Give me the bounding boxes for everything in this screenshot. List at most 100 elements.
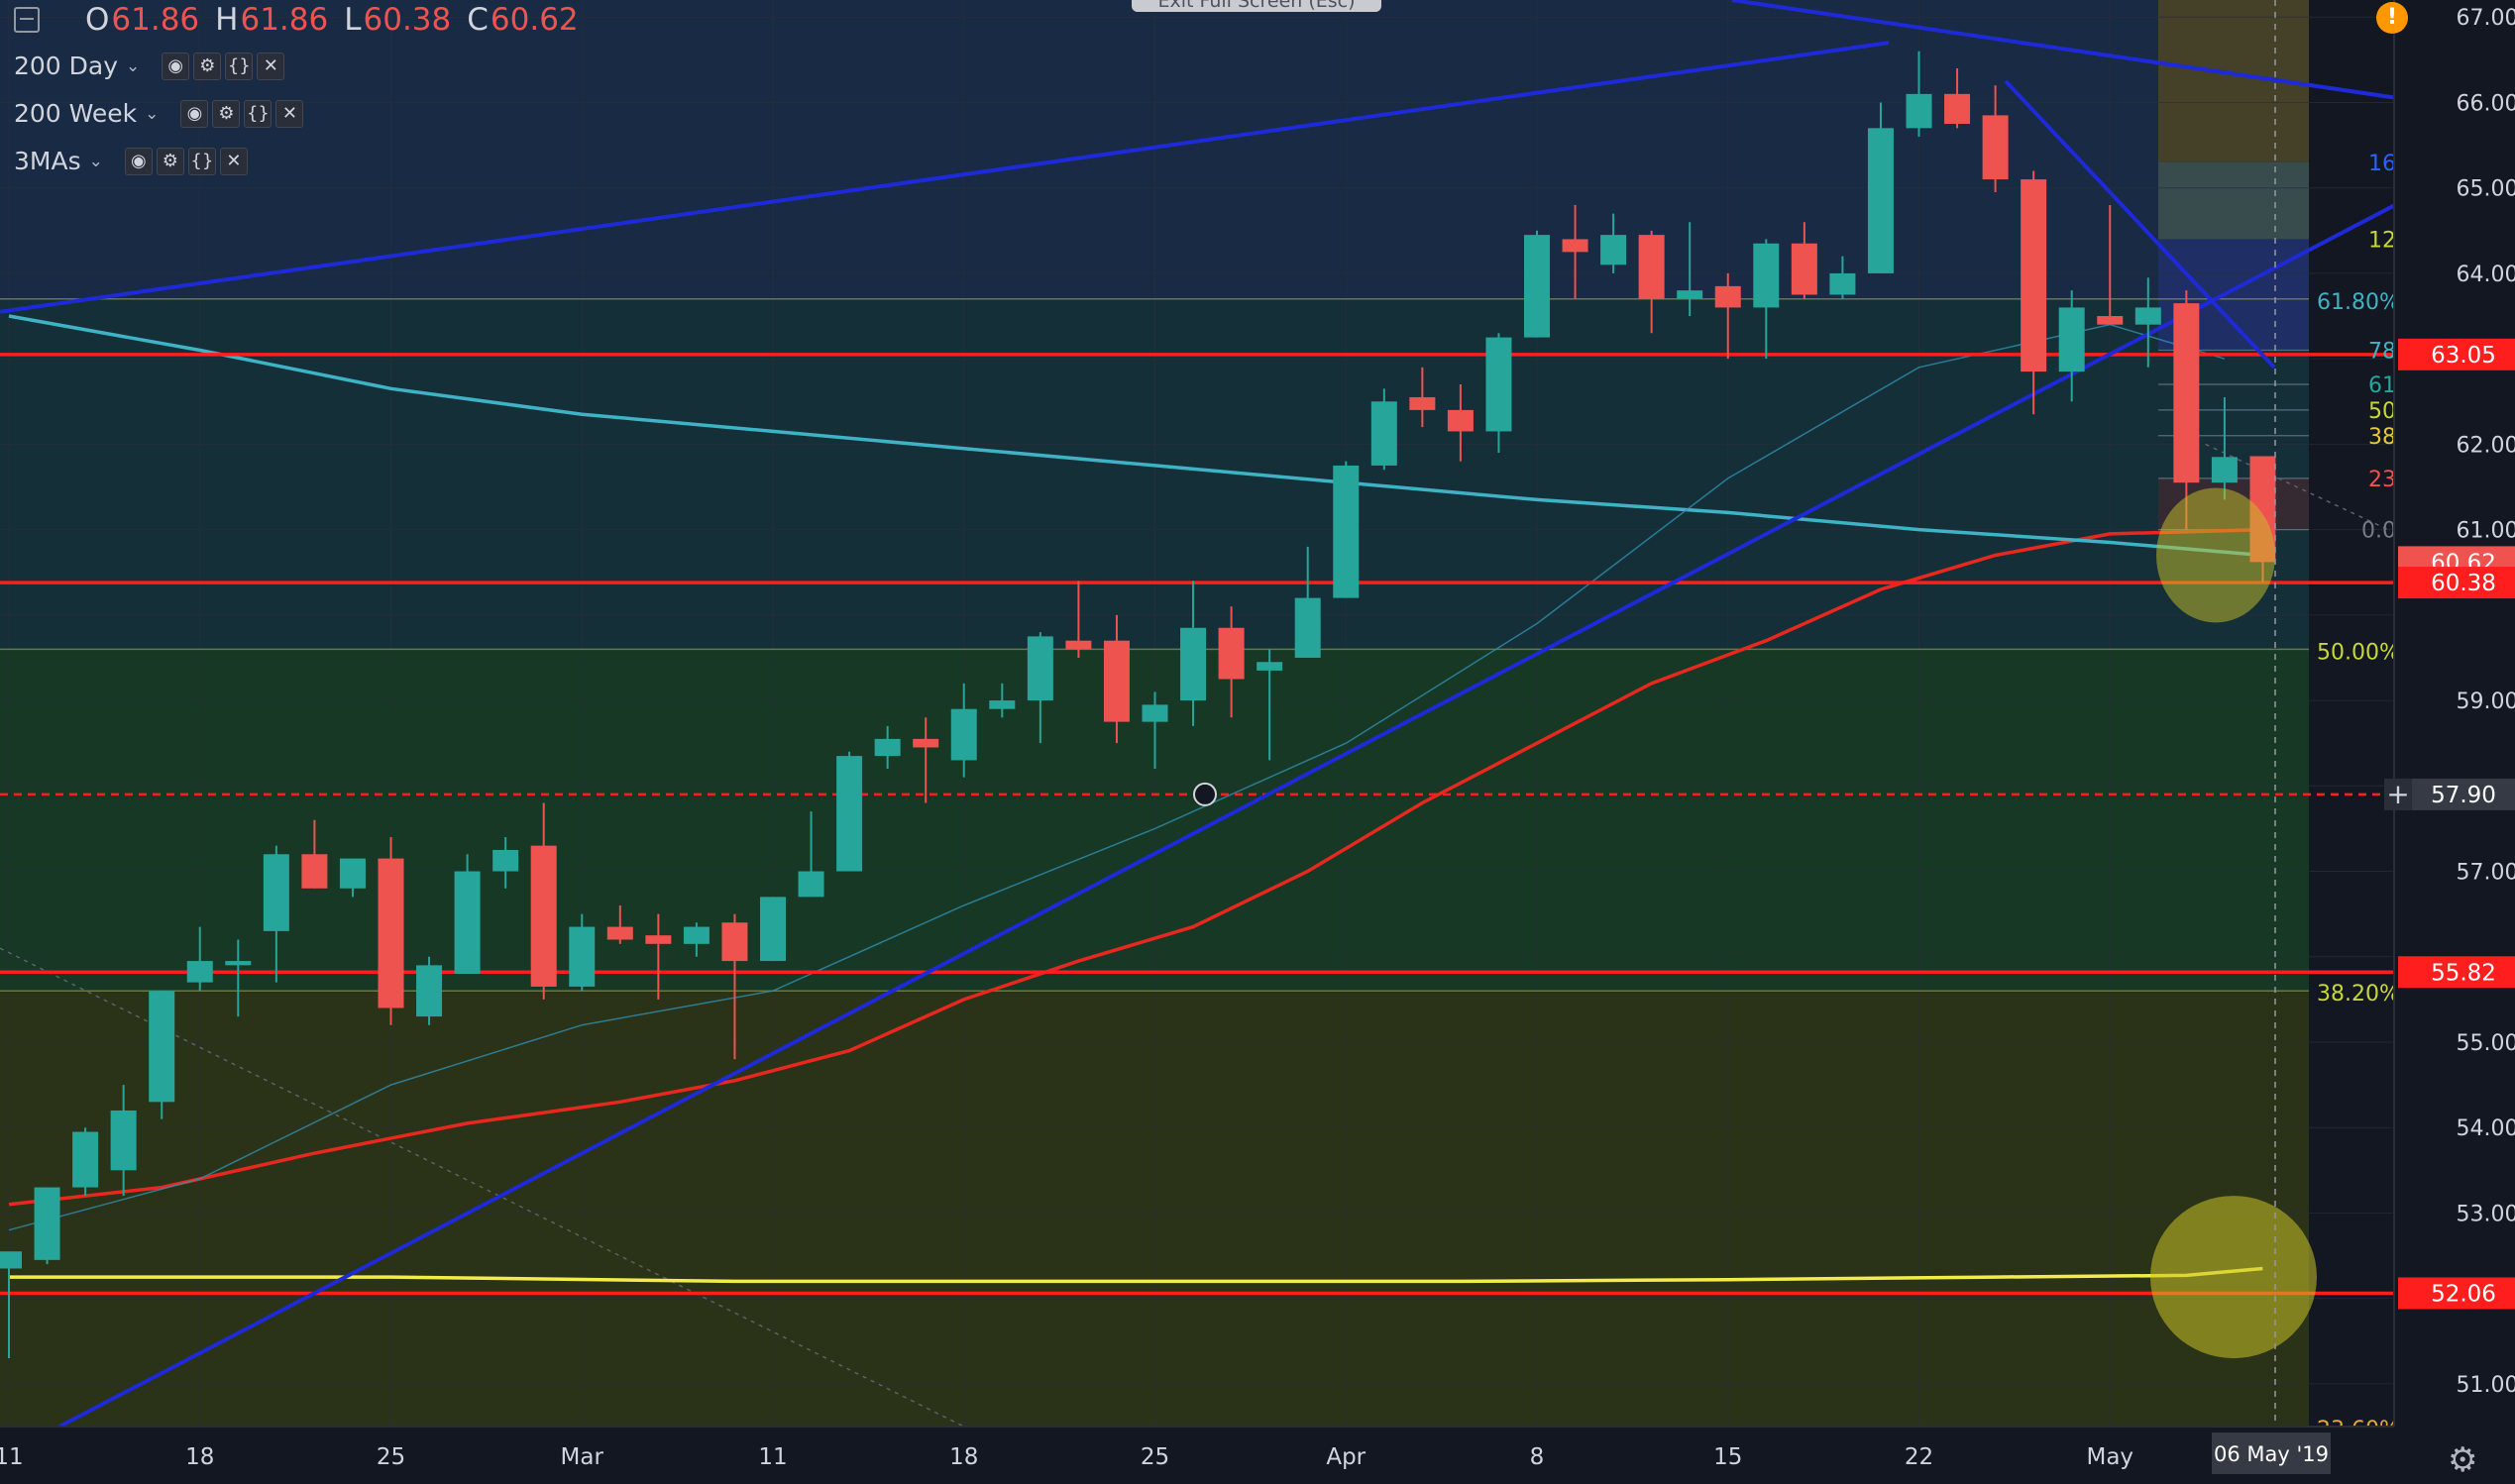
trendline bbox=[1731, 0, 2429, 105]
candle-body bbox=[606, 926, 633, 940]
candle-body bbox=[186, 961, 213, 983]
open-value: 61.86 bbox=[111, 2, 200, 38]
candle bbox=[0, 1251, 22, 1359]
candle bbox=[836, 751, 863, 872]
time-axis-tick: Apr bbox=[1326, 1444, 1366, 1470]
eye-icon[interactable]: ◉ bbox=[162, 52, 190, 80]
gear-icon[interactable]: ⚙ bbox=[193, 52, 222, 80]
time-axis-tick: 25 bbox=[1141, 1444, 1169, 1470]
close-icon[interactable]: ✕ bbox=[275, 99, 304, 128]
time-axis-tick: 11 bbox=[758, 1444, 787, 1470]
candle bbox=[225, 939, 252, 1017]
candle-body bbox=[1791, 243, 1817, 295]
candle-body bbox=[1638, 235, 1665, 299]
candle bbox=[1791, 222, 1817, 299]
candle-body bbox=[2021, 179, 2047, 372]
candle-body bbox=[416, 965, 443, 1017]
time-axis-tick: 15 bbox=[1713, 1444, 1742, 1470]
price-tag-label: 63.05 bbox=[2431, 343, 2496, 369]
candle-body bbox=[1753, 243, 1780, 308]
candle-body bbox=[301, 854, 328, 889]
candle-body bbox=[950, 708, 977, 761]
close-icon[interactable]: ✕ bbox=[219, 147, 248, 175]
high-label: H bbox=[215, 2, 239, 38]
gear-icon[interactable]: ⚙ bbox=[156, 147, 184, 175]
candle-body bbox=[1027, 636, 1053, 701]
price-tag bbox=[2398, 956, 2515, 989]
close-icon[interactable]: ✕ bbox=[257, 52, 285, 80]
candle bbox=[645, 913, 672, 1000]
indicator-label[interactable]: 200 Day bbox=[14, 52, 119, 80]
candle-body bbox=[1409, 396, 1436, 410]
chevron-down-icon[interactable]: ⌄ bbox=[88, 151, 103, 171]
candle bbox=[1027, 632, 1053, 744]
fib-extension-label: 61 bbox=[2368, 373, 2396, 398]
chevron-down-icon[interactable]: ⌄ bbox=[145, 103, 160, 124]
fib-extension-label: 0.0 bbox=[2361, 519, 2396, 544]
indicator-row-3mas[interactable]: 3MAs ⌄ ◉ ⚙ {} ✕ bbox=[14, 147, 248, 175]
candle bbox=[1218, 606, 1245, 718]
price-axis-tick: 51.00 bbox=[2457, 1373, 2515, 1398]
candle-body bbox=[530, 845, 557, 987]
moving-average-red bbox=[8, 527, 2263, 1207]
candle-body bbox=[1103, 640, 1130, 722]
candle bbox=[1906, 51, 1932, 137]
crosshair-date-label: 06 May '19 bbox=[2214, 1442, 2329, 1466]
candle bbox=[913, 717, 939, 803]
price-tag-label: 60.38 bbox=[2431, 571, 2496, 596]
indicator-row-200-week[interactable]: 200 Week ⌄ ◉ ⚙ {} ✕ bbox=[14, 99, 304, 128]
candle-body bbox=[645, 935, 672, 944]
gear-icon[interactable]: ⚙ bbox=[212, 99, 241, 128]
moving-average-cyan bbox=[8, 314, 2263, 558]
chart-settings-gear-icon[interactable]: ⚙ bbox=[2448, 1440, 2478, 1480]
candle bbox=[530, 802, 557, 1000]
source-code-icon[interactable]: {} bbox=[187, 147, 216, 175]
candle bbox=[950, 683, 977, 778]
candle bbox=[492, 837, 519, 889]
candle-body bbox=[913, 738, 939, 748]
price-axis-tick: 54.00 bbox=[2457, 1116, 2515, 1141]
candle bbox=[1447, 384, 1474, 462]
candle bbox=[2058, 290, 2085, 402]
candle bbox=[1714, 272, 1741, 360]
candle bbox=[2097, 204, 2124, 325]
candle-body bbox=[1906, 93, 1932, 129]
fib-extension-label: 78 bbox=[2368, 340, 2396, 365]
indicator-label[interactable]: 200 Week bbox=[14, 99, 138, 128]
fib-extension-label: 50 bbox=[2368, 399, 2396, 424]
candle-body bbox=[1485, 337, 1512, 432]
price-tag bbox=[2398, 338, 2515, 371]
add-alert-button bbox=[2384, 778, 2412, 810]
chevron-down-icon[interactable]: ⌄ bbox=[126, 55, 141, 76]
candle bbox=[1065, 581, 1092, 658]
collapse-icon[interactable] bbox=[14, 7, 40, 33]
time-axis-tick: 11 bbox=[0, 1444, 24, 1470]
candle bbox=[339, 858, 366, 898]
highlight-circle bbox=[2150, 1196, 2317, 1359]
indicator-row-200-day[interactable]: 200 Day ⌄ ◉ ⚙ {} ✕ bbox=[14, 52, 285, 80]
time-axis-tick: 8 bbox=[1530, 1444, 1545, 1470]
trendline bbox=[2004, 79, 2276, 370]
candle-body bbox=[72, 1131, 99, 1188]
exit-fullscreen-button[interactable]: Exit Full Screen (Esc) bbox=[1132, 0, 1381, 12]
candle-body bbox=[836, 756, 863, 872]
source-code-icon[interactable]: {} bbox=[225, 52, 254, 80]
candle-body bbox=[454, 871, 481, 974]
alert-icon[interactable]: ! bbox=[2376, 2, 2408, 34]
candle-body bbox=[2134, 307, 2161, 325]
candle bbox=[34, 1187, 60, 1265]
candle-body bbox=[1257, 662, 1283, 671]
candle bbox=[2173, 290, 2200, 530]
price-axis-tick: 64.00 bbox=[2457, 263, 2515, 287]
eye-icon[interactable]: ◉ bbox=[180, 99, 209, 128]
candle bbox=[1294, 546, 1321, 658]
candle bbox=[874, 725, 901, 770]
candle-body bbox=[2211, 457, 2238, 483]
source-code-icon[interactable]: {} bbox=[244, 99, 273, 128]
candle-body bbox=[1370, 401, 1397, 466]
candle bbox=[989, 683, 1016, 718]
eye-icon[interactable]: ◉ bbox=[124, 147, 153, 175]
indicator-label[interactable]: 3MAs bbox=[14, 147, 81, 175]
candle-body bbox=[110, 1110, 137, 1171]
